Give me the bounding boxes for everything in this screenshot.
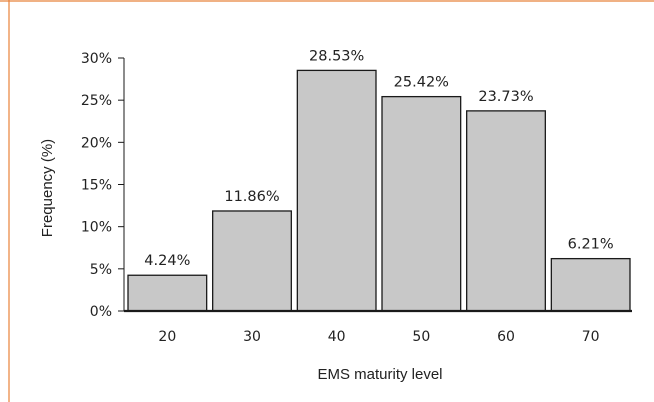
- bar-value-label: 11.86%: [224, 189, 279, 205]
- x-axis-title: EMS maturity level: [317, 366, 442, 383]
- y-tick-label: 10%: [81, 220, 112, 236]
- bar-value-label: 6.21%: [568, 237, 614, 253]
- x-tick-label: 70: [582, 329, 600, 345]
- x-tick-label: 20: [158, 329, 176, 345]
- x-axis-ticks: 20 30 40 50 60 70: [158, 329, 599, 345]
- x-tick-label: 60: [497, 329, 515, 345]
- bar-value-label: 28.53%: [309, 48, 364, 64]
- bar-60: [466, 110, 546, 312]
- bar-value-label: 25.42%: [394, 75, 449, 91]
- y-tick-label: 15%: [81, 178, 112, 194]
- y-tick-label: 20%: [81, 135, 112, 151]
- y-axis-ticks: 0% 5% 10% 15% 20% 25% 30%: [81, 51, 124, 320]
- y-tick-label: 30%: [81, 51, 112, 67]
- x-tick-label: 50: [412, 329, 430, 345]
- y-tick-label: 25%: [81, 93, 112, 109]
- y-axis-title: Frequency (%): [39, 139, 56, 237]
- y-tick-label: 0%: [90, 304, 112, 320]
- bar-value-label: 23.73%: [478, 89, 533, 105]
- data-labels: 4.24% 11.86% 28.53% 25.42% 23.73% 6.21%: [144, 48, 613, 269]
- bar-40: [296, 69, 377, 312]
- bar-value-label: 4.24%: [144, 253, 190, 269]
- bar-30: [212, 210, 292, 312]
- bar-50: [381, 95, 462, 312]
- x-tick-label: 30: [243, 329, 261, 345]
- x-tick-label: 40: [328, 329, 346, 345]
- bars-group: [127, 69, 631, 312]
- bar-20: [127, 274, 208, 312]
- bar-70: [550, 257, 631, 312]
- y-tick-label: 5%: [90, 262, 112, 278]
